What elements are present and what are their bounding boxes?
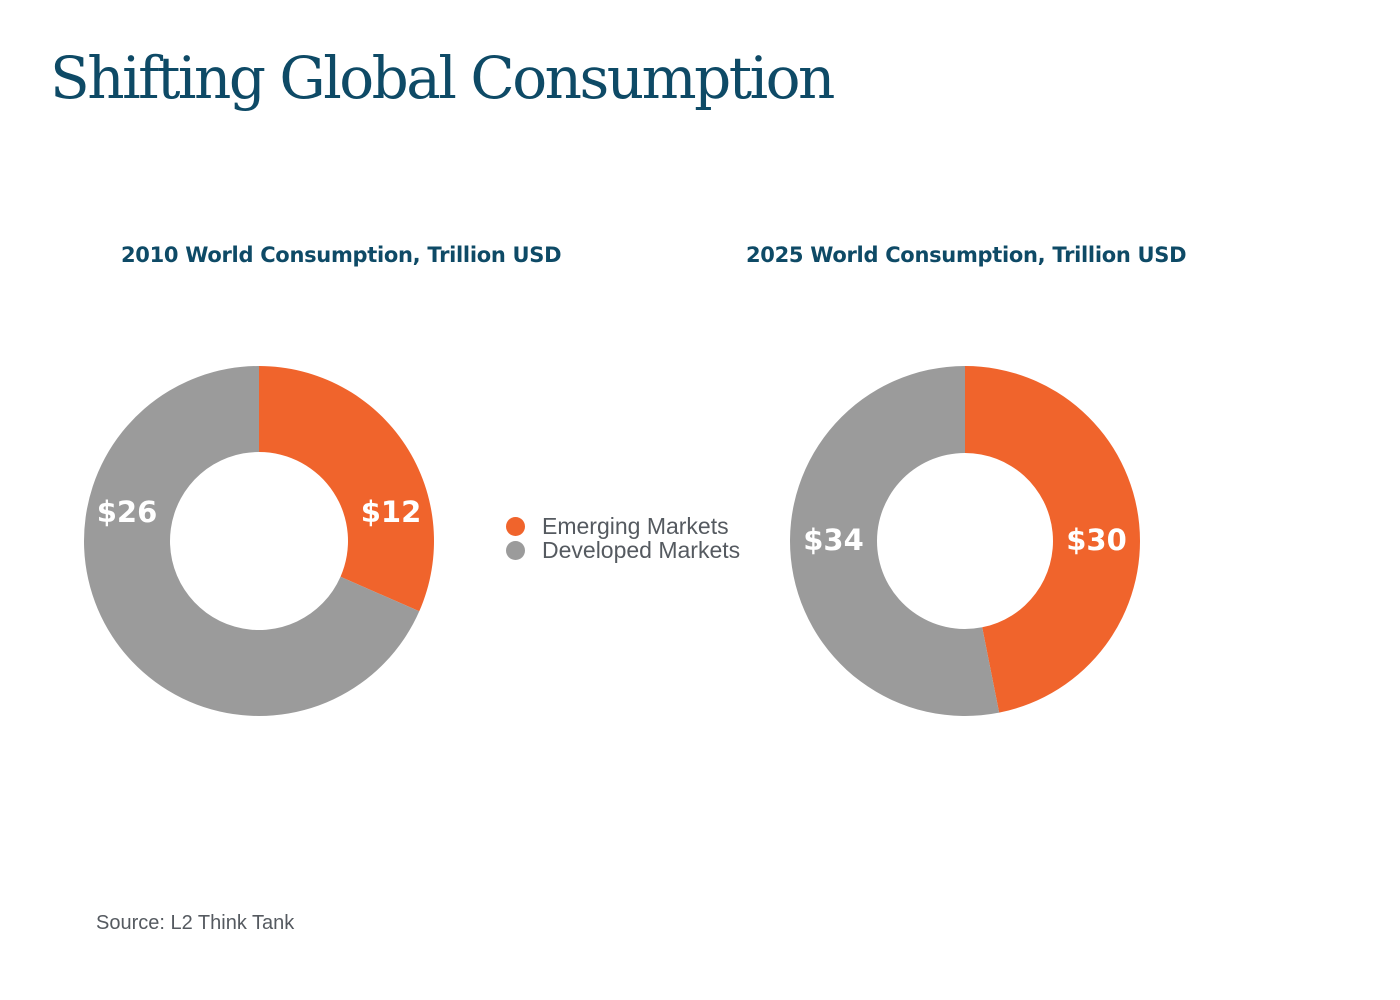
data-label-2010-developed: $26 [97, 495, 158, 529]
legend-label-developed: Developed Markets [542, 536, 741, 563]
legend-swatch-emerging [506, 516, 525, 536]
legend-item-emerging: Emerging Markets [506, 512, 740, 539]
page-title: Shifting Global Consumption [50, 44, 835, 112]
chart-title-2010: 2010 World Consumption, Trillion USD [121, 243, 562, 267]
donut-slice-2025-emerging [965, 366, 1141, 713]
donut-slice-2025-developed [790, 366, 1000, 716]
legend-label-emerging: Emerging Markets [542, 512, 729, 539]
legend-item-developed: Developed Markets [506, 536, 741, 563]
data-label-2010-emerging: $12 [361, 495, 422, 529]
data-label-2025-emerging: $30 [1066, 523, 1127, 557]
chart-title-2025: 2025 World Consumption, Trillion USD [746, 243, 1187, 267]
chart-legend: Emerging Markets Developed Markets [506, 512, 741, 563]
data-label-2025-developed: $34 [803, 523, 864, 557]
legend-swatch-developed [506, 540, 525, 560]
donut-slice-2010-developed [84, 366, 420, 717]
source-note: Source: L2 Think Tank [96, 912, 295, 934]
donut-slice-2010-emerging [259, 366, 435, 612]
